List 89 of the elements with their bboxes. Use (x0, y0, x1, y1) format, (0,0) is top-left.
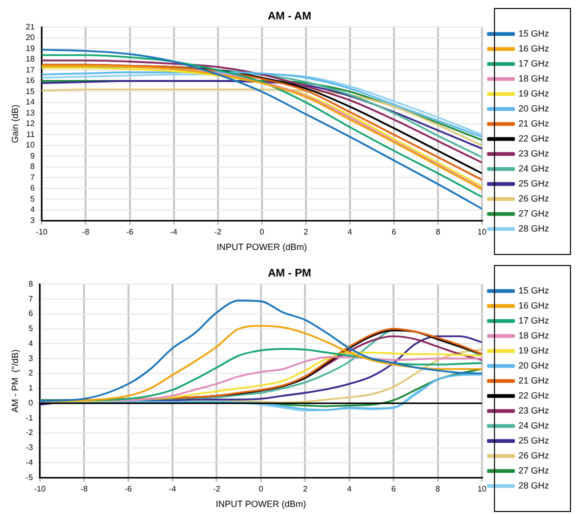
x-tick-label: 2 (304, 228, 309, 237)
legend-label: 18 GHz (518, 73, 550, 84)
y-tick-label: 11 (26, 130, 36, 139)
x-tick-label: -6 (126, 228, 134, 237)
y-tick-label: 3 (28, 354, 34, 363)
legend-label: 20 GHz (518, 360, 550, 370)
y-tick-label: 21 (26, 22, 36, 32)
x-tick-label: 6 (391, 484, 396, 494)
x-tick-label: 4 (347, 484, 352, 494)
legend-label: 19 GHz (518, 345, 550, 356)
x-tick-label: -4 (168, 484, 177, 494)
y-tick-label: 14 (26, 98, 36, 107)
legend-label: 26 GHz (518, 193, 550, 204)
y-tick-label: 2 (28, 368, 34, 378)
y-tick-label: 1 (28, 384, 34, 393)
x-tick-label: 0 (260, 228, 265, 237)
x-tick-label: 10 (478, 228, 487, 237)
x-axis-title: INPUT POWER (dBm) (216, 242, 308, 252)
legend-label: 27 GHz (518, 208, 550, 218)
x-tick-label: -6 (124, 484, 132, 494)
legend-label: 23 GHz (518, 148, 550, 158)
y-tick-label: 18 (26, 54, 36, 64)
y-tick-label: 16 (26, 76, 36, 86)
y-tick-label: 4 (28, 338, 34, 348)
legend-label: 25 GHz (518, 178, 550, 188)
y-tick-label: -2 (26, 428, 34, 438)
legend-label: 23 GHz (518, 405, 550, 416)
y-tick-label: 6 (30, 184, 36, 193)
y-tick-label: 10 (26, 140, 36, 150)
y-tick-label: 19 (26, 44, 36, 53)
y-tick-label: -3 (26, 443, 34, 452)
y-tick-label: -1 (26, 413, 34, 422)
y-tick-label: 6 (28, 309, 34, 318)
x-tick-label: -8 (80, 484, 88, 494)
x-tick-label: -2 (213, 484, 221, 494)
legend-label: 17 GHz (518, 315, 550, 326)
y-tick-label: -5 (26, 472, 34, 482)
legend-label: 16 GHz (518, 300, 550, 310)
y-tick-label: 8 (28, 279, 34, 288)
y-tick-label: 12 (26, 119, 36, 128)
x-tick-label: -10 (36, 228, 48, 237)
x-tick-label: 4 (348, 228, 353, 237)
legend-label: 17 GHz (518, 58, 550, 68)
legend-label: 27 GHz (518, 465, 550, 476)
legend-label: 16 GHz (518, 43, 550, 54)
legend-label: 18 GHz (518, 330, 550, 340)
x-tick-label: -4 (170, 228, 178, 237)
legend-label: 24 GHz (518, 163, 550, 174)
x-tick-label: 0 (258, 484, 264, 494)
legend-label: 28 GHz (518, 480, 550, 490)
legend-label: 15 GHz (518, 285, 550, 296)
legend-label: 21 GHz (518, 375, 550, 386)
legend-label: 22 GHz (518, 390, 550, 400)
x-tick-label: -2 (214, 228, 222, 237)
x-tick-label: 6 (392, 228, 397, 237)
y-axis-title: Gain (dB) (10, 104, 20, 144)
y-tick-label: 9 (30, 151, 36, 160)
x-tick-label: 8 (436, 228, 441, 237)
y-tick-label: 17 (26, 65, 36, 74)
legend-label: 21 GHz (518, 118, 550, 128)
x-axis-title: INPUT POWER (dBm) (216, 499, 306, 510)
legend-label: 19 GHz (518, 88, 550, 98)
y-tick-label: 5 (30, 194, 36, 204)
y-tick-label: 7 (30, 172, 36, 182)
y-tick-label: 13 (26, 108, 36, 118)
y-tick-label: 3 (30, 216, 36, 225)
x-tick-label: -10 (34, 484, 46, 494)
legend-label: 24 GHz (518, 420, 550, 430)
chart-title: AM - AM (268, 10, 312, 23)
legend-label: 25 GHz (518, 435, 550, 446)
legend-label: 28 GHz (518, 223, 550, 234)
legend-label: 22 GHz (518, 133, 550, 144)
legend-label: 15 GHz (518, 28, 550, 38)
y-tick-label: 15 (26, 86, 36, 96)
legend-label: 20 GHz (518, 103, 550, 114)
x-tick-label: 10 (478, 484, 487, 494)
y-tick-label: 20 (26, 33, 36, 42)
y-tick-label: 0 (28, 398, 34, 408)
chart-title: AM - PM (268, 268, 312, 280)
x-tick-label: 8 (436, 484, 441, 494)
y-tick-label: -4 (26, 458, 34, 467)
y-tick-label: 7 (28, 294, 34, 304)
y-tick-label: 4 (30, 205, 36, 214)
y-tick-label: 8 (30, 162, 36, 172)
x-tick-label: 2 (302, 484, 308, 494)
legend-label: 26 GHz (518, 450, 550, 460)
x-tick-label: -8 (82, 228, 90, 237)
y-axis-title: AM - PM (°/dB) (10, 349, 20, 412)
y-tick-label: 5 (28, 324, 34, 334)
